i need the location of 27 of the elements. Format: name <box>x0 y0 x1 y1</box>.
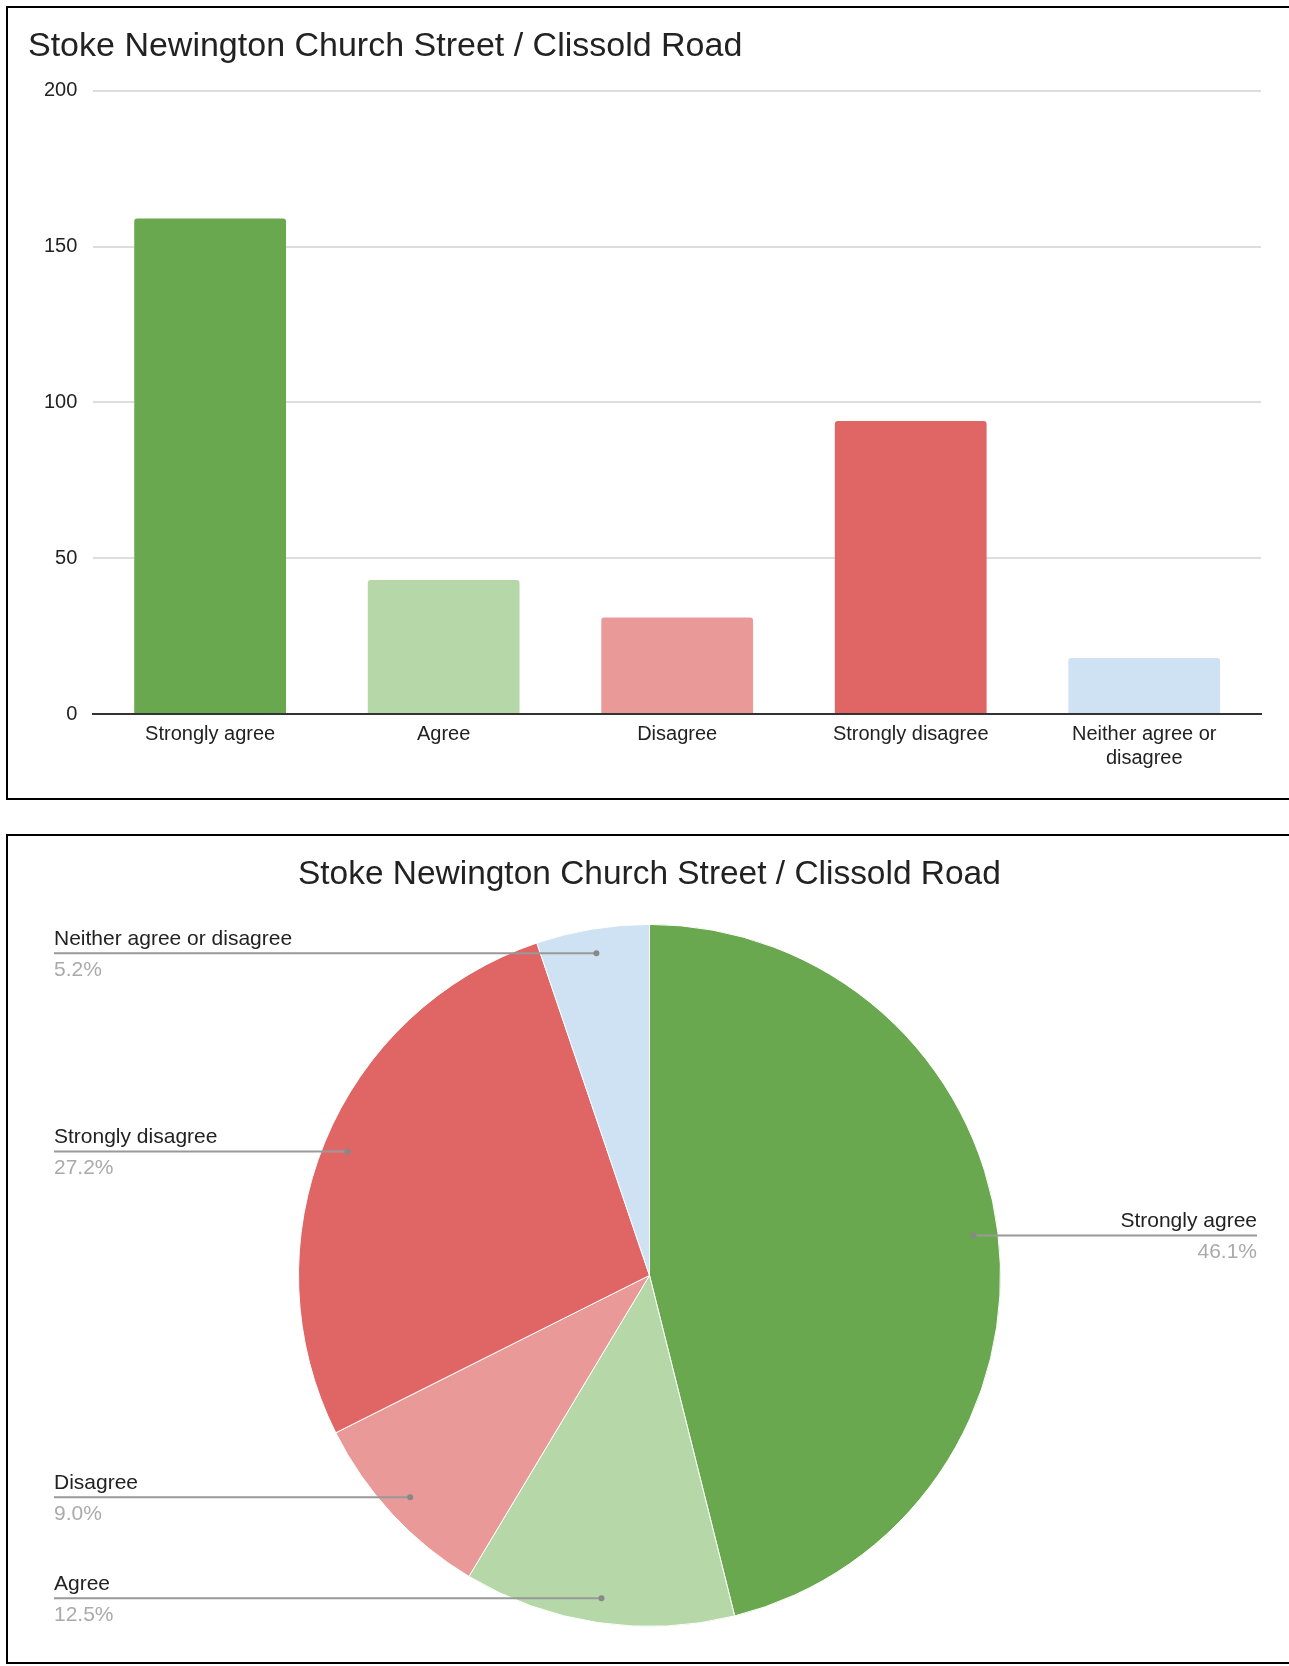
data-label: 27.2% <box>54 1154 114 1178</box>
bar <box>367 580 520 713</box>
slice-label: Disagree <box>54 1469 139 1493</box>
x-tick-label: Strongly disagree <box>832 721 989 744</box>
bar <box>601 617 754 713</box>
chart-title: Stoke Newington Church Street / Clissold Road <box>28 24 743 63</box>
bar <box>834 421 987 713</box>
slice-label: Strongly disagree <box>54 1123 218 1147</box>
data-label: 5.2% <box>54 956 102 980</box>
x-tick-label: Disagree <box>637 721 718 744</box>
y-tick-label: 150 <box>43 234 78 257</box>
y-tick-label: 50 <box>55 545 78 568</box>
data-label: 46.1% <box>1197 1238 1257 1262</box>
x-tick-label: Agree <box>416 721 471 744</box>
data-label: 9.0% <box>54 1500 102 1524</box>
bar <box>134 218 287 713</box>
slice-label: Strongly agree <box>1120 1207 1257 1231</box>
x-tick-label: Neither agree or disagree <box>1071 721 1217 768</box>
bar <box>1068 657 1221 713</box>
y-tick-label: 100 <box>43 389 78 412</box>
x-tick-label: Strongly agree <box>145 721 276 744</box>
slice-label: Agree <box>54 1570 111 1594</box>
y-tick-label: 200 <box>43 78 78 101</box>
chart-title: Stoke Newington Church Street / Clissold Road <box>298 852 1001 891</box>
y-tick-label: 0 <box>66 701 78 724</box>
data-label: 12.5% <box>54 1601 114 1625</box>
slice-label: Neither agree or disagree <box>54 925 293 949</box>
